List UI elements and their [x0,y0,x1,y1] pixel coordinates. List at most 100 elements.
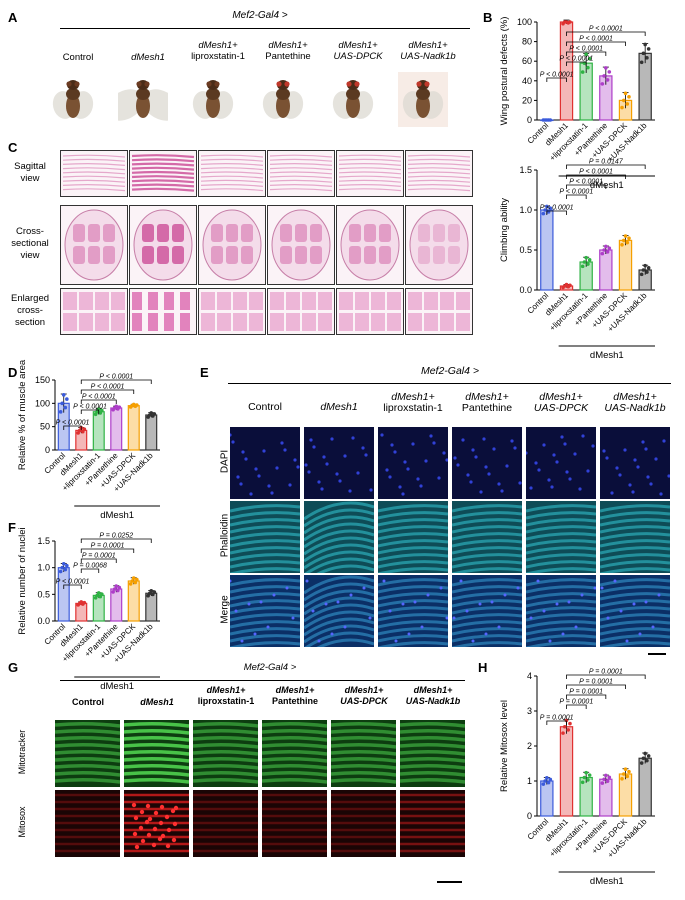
myofibril [452,578,522,587]
fluorescence-signal [452,578,522,647]
nucleus-dot [401,602,405,606]
nucleus-dot [466,473,470,477]
myofibril [304,631,374,647]
nucleus-dot [307,470,311,474]
mitochondria-band [400,777,465,784]
myofibril [526,532,596,541]
histology-tile [267,150,335,197]
muscle-fiber-section [201,313,215,331]
p-value-label: P < 0.0001 [82,394,116,401]
significance-bracket [566,41,626,46]
muscle-fiber [407,171,471,175]
muscle-bundle [448,224,460,242]
y-tick-label: 100 [517,17,532,27]
myofibril [600,585,670,594]
muscle-fiber [62,188,126,192]
histology-stain [62,154,126,192]
fly-image [328,72,378,127]
nucleus-dot [490,600,494,604]
muscle-fiber [62,154,126,158]
panel-letter-h: H [478,660,488,675]
ros-spot [173,805,179,811]
myofibril [316,564,374,573]
myofibril [230,567,300,573]
panel-e-column-label: Control [248,401,282,413]
nucleus-dot [388,475,392,479]
mitochondria-band [124,770,189,777]
data-point [117,585,122,590]
fluorescence-tile [452,427,522,499]
nucleus-dot [632,602,636,606]
p-value-label: P < 0.0001 [56,420,90,427]
mito-signal [331,793,396,853]
histology-stain [340,209,400,281]
histology-stain [202,209,262,281]
significance-bracket [546,77,567,82]
mitochondria-band [331,763,396,770]
fly-drawing [262,80,304,119]
histology-stain [269,154,333,192]
fluorescence-tile [452,575,522,647]
y-axis-label: Relative Mitosox level [499,700,510,792]
fly-abdomen [136,94,150,118]
muscle-fiber [131,175,195,180]
significance-bracket [80,558,117,563]
muscle-fiber [269,188,333,192]
nucleus-dot [406,467,410,471]
panel-g-column-label: dMesh1+ liproxstatin-1 [197,685,255,706]
mito-tile [193,790,258,857]
data-point [584,52,588,57]
myofibril [304,624,374,644]
muscle-fiber [62,163,126,166]
nucleus-dot [432,441,436,445]
p-value-label: P < 0.0001 [569,46,603,53]
nucleus-dot [552,453,556,457]
muscle-fiber [269,184,333,187]
data-point [639,60,644,65]
data-point [63,567,68,572]
mitochondria-band [331,728,396,735]
muscle-fiber [407,158,471,162]
muscle-fiber [338,179,402,183]
muscle-fiber-section [249,313,263,331]
nucleus-dot [465,609,469,613]
histology-stain [133,209,193,281]
y-tick-label: 0.0 [37,616,50,626]
ros-spot [131,802,137,808]
nucleus-dot [247,602,251,606]
myofibril [452,620,522,629]
muscle-fiber [269,167,333,171]
panel-letter-b: B [483,10,493,25]
p-value-label: P = 0.0252 [99,533,133,540]
myofibril [526,560,596,569]
muscle-fiber [131,154,195,159]
histology-tile [405,288,473,335]
y-tick-label: 0 [45,445,50,455]
mitochondria-band [55,735,120,742]
muscle-bundle [364,224,376,242]
fluorescence-signal [230,433,300,496]
nucleus-dot [513,446,517,450]
myofibril [600,567,670,573]
muscle-fiber [338,163,402,166]
muscle-bundle [433,224,445,242]
muscle-bundle [226,246,238,264]
data-point [646,266,651,270]
nucleus-dot [487,472,491,476]
nucleus-dot [324,602,328,606]
data-point [116,588,120,593]
histology-stain [132,292,190,331]
nucleus-dot [380,433,384,437]
data-point [545,204,549,209]
data-point [627,769,631,774]
fluorescence-tile [526,427,596,499]
nucleus-dot [573,452,577,456]
significance-bracket [566,684,626,689]
nucleus-dot [335,472,339,476]
nucleus-dot [254,467,258,471]
nucleus-dot [285,586,289,590]
fluorescence-signal [304,575,374,647]
muscle-fiber-section [79,313,93,331]
